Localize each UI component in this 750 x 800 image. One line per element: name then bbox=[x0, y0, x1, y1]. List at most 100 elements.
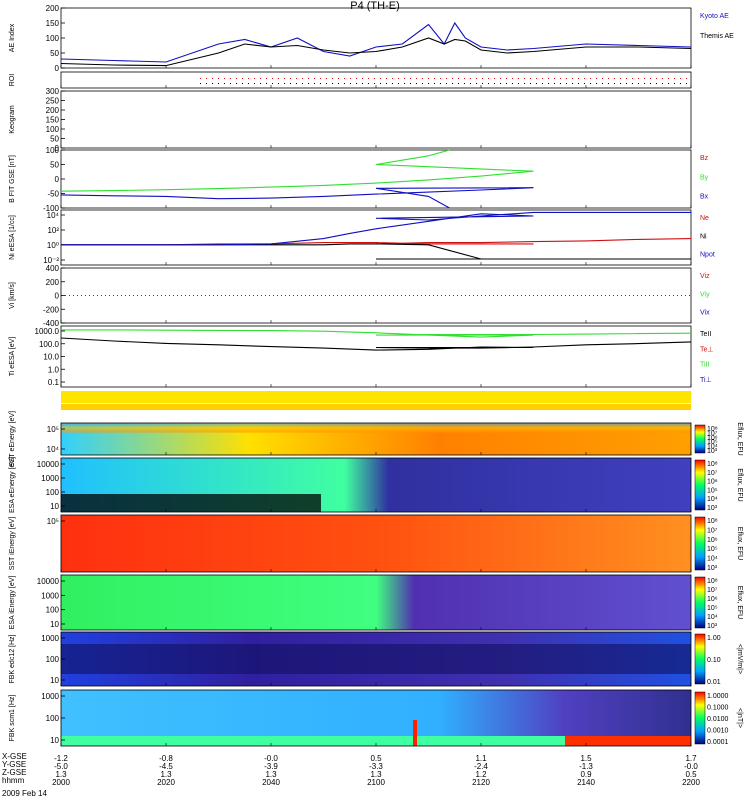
y-tick-label: 10 bbox=[50, 736, 59, 745]
roi-dot bbox=[362, 78, 363, 79]
time-axis-row-label: X-GSE bbox=[2, 752, 27, 761]
y-axis-label: Ni eESA [1/cc] bbox=[9, 215, 16, 260]
time-tick-x: 1.7 bbox=[685, 754, 697, 763]
y-tick-label: 150 bbox=[46, 19, 60, 28]
roi-dot bbox=[344, 78, 345, 79]
panel-ae: AE Index 0 50 100 150 200 Kyoto AE Themis AE bbox=[9, 4, 734, 73]
roi-dot bbox=[386, 78, 387, 79]
time-tick-hhmm: 2120 bbox=[472, 778, 490, 787]
time-tick-z: 1.3 bbox=[265, 770, 277, 779]
roi-dot bbox=[464, 83, 465, 84]
time-tick-hhmm: 2040 bbox=[262, 778, 280, 787]
roi-dot bbox=[476, 83, 477, 84]
y-tick-label: 100 bbox=[46, 34, 60, 43]
legend-bx: Bx bbox=[700, 194, 709, 201]
roi-dot bbox=[584, 83, 585, 84]
y-axis-label: Vi [km/s] bbox=[9, 282, 16, 309]
roi-dot bbox=[284, 78, 285, 79]
time-tick-y: -3.9 bbox=[264, 762, 278, 771]
roi-dot bbox=[218, 78, 219, 79]
roi-dot bbox=[302, 83, 303, 84]
colorbar-tick-label: 10³ bbox=[707, 448, 718, 455]
time-tick-x: 1.1 bbox=[475, 754, 487, 763]
time-tick-x: -1.2 bbox=[54, 754, 68, 763]
time-tick-x: -0.0 bbox=[264, 754, 278, 763]
y-tick-label: 100 bbox=[46, 488, 60, 497]
roi-dot bbox=[602, 78, 603, 79]
roi-dot bbox=[254, 83, 255, 84]
roi-dot bbox=[686, 78, 687, 79]
panel-density: Ni eESA [1/cc] 10⁴ 10² 10⁰ 10⁻² Ne Ni Npot bbox=[9, 209, 715, 266]
roi-dot bbox=[572, 78, 573, 79]
roi-dot bbox=[380, 83, 381, 84]
heatmap-band bbox=[565, 736, 691, 746]
time-tick-y: -1.3 bbox=[579, 762, 593, 771]
time-tick-y: -0.0 bbox=[684, 762, 698, 771]
roi-dot bbox=[392, 83, 393, 84]
roi-dot bbox=[488, 83, 489, 84]
roi-dot bbox=[452, 83, 453, 84]
y-tick-label: 100 bbox=[46, 146, 60, 155]
y-tick-label: 10⁴ bbox=[47, 445, 60, 454]
time-tick-y: -4.5 bbox=[159, 762, 173, 771]
y-tick-label: 100 bbox=[46, 655, 60, 664]
colorbar-tick-label: 10⁷ bbox=[707, 587, 718, 594]
y-axis-label: ESA iEnergy [eV] bbox=[9, 576, 16, 630]
colorbar-tick-label: 10⁵ bbox=[707, 546, 718, 553]
roi-dot bbox=[458, 83, 459, 84]
roi-dot bbox=[614, 78, 615, 79]
y-tick-label: 1000 bbox=[41, 591, 59, 600]
y-tick-label: 10⁵ bbox=[47, 425, 59, 434]
roi-dot bbox=[344, 83, 345, 84]
series-line-themis ae bbox=[60, 37, 692, 67]
roi-dot bbox=[578, 83, 579, 84]
y-tick-label: 10⁻² bbox=[43, 256, 59, 265]
time-tick-x: 1.5 bbox=[580, 754, 592, 763]
roi-dot bbox=[224, 78, 225, 79]
y-tick-label: -200 bbox=[43, 305, 60, 314]
legend-ne: Ne bbox=[700, 215, 709, 222]
panel-frame bbox=[60, 90, 692, 149]
roi-dot bbox=[428, 78, 429, 79]
legend-tiii: TiII bbox=[700, 362, 710, 369]
time-tick-z: 1.3 bbox=[160, 770, 172, 779]
panel-esa-i: ESA iEnergy [eV] 10000 1000 100 10 bbox=[9, 574, 692, 631]
colorbar-tick-label: 0.0001 bbox=[707, 739, 729, 746]
colorbar-tick-label: 1.00 bbox=[707, 635, 721, 642]
roi-dot bbox=[620, 83, 621, 84]
panel-esa-e: ESA eEnergy [eV] 10000 1000 100 10 bbox=[9, 457, 692, 513]
colorbar-tick-label: 10⁷ bbox=[707, 430, 718, 437]
roi-dot bbox=[488, 78, 489, 79]
colorbar-tick-label: 10⁸ bbox=[707, 578, 718, 585]
y-axis-label: FBK edc12 [Hz] bbox=[9, 634, 16, 683]
panel-temperature: Ti eESA [eV] 1000.0 100.0 10.0 1.0 0.1 TeII Te⊥… bbox=[9, 325, 714, 388]
roi-dot bbox=[500, 78, 501, 79]
colorbar-tick-label: 10³ bbox=[707, 565, 718, 572]
roi-dot bbox=[326, 78, 327, 79]
panel-sst-i: SST iEnergy [eV] 10⁵ bbox=[9, 514, 692, 573]
legend-npot: Npot bbox=[700, 252, 715, 259]
roi-dot bbox=[632, 78, 633, 79]
colorbar-tick-label: 0.0010 bbox=[707, 728, 729, 735]
y-tick-label: 0 bbox=[55, 175, 60, 184]
time-axis-row-label: Y-GSE bbox=[2, 760, 27, 769]
time-tick-z: 0.9 bbox=[580, 770, 592, 779]
roi-dot bbox=[620, 78, 621, 79]
y-tick-label: 150 bbox=[46, 116, 60, 125]
roi-dot bbox=[350, 83, 351, 84]
time-tick-z: 1.2 bbox=[475, 770, 487, 779]
heatmap-band bbox=[61, 736, 691, 746]
roi-dot bbox=[656, 78, 657, 79]
colorbar-sst-i bbox=[694, 516, 706, 571]
roi-dot bbox=[224, 83, 225, 84]
roi-dot bbox=[296, 78, 297, 79]
panel-frame bbox=[60, 267, 692, 324]
roi-dot bbox=[404, 78, 405, 79]
y-tick-label: 250 bbox=[46, 97, 60, 106]
roi-dot bbox=[362, 83, 363, 84]
roi-dot bbox=[560, 83, 561, 84]
roi-dot bbox=[674, 78, 675, 79]
roi-dot bbox=[584, 78, 585, 79]
heatmap-sst-i bbox=[61, 515, 691, 572]
